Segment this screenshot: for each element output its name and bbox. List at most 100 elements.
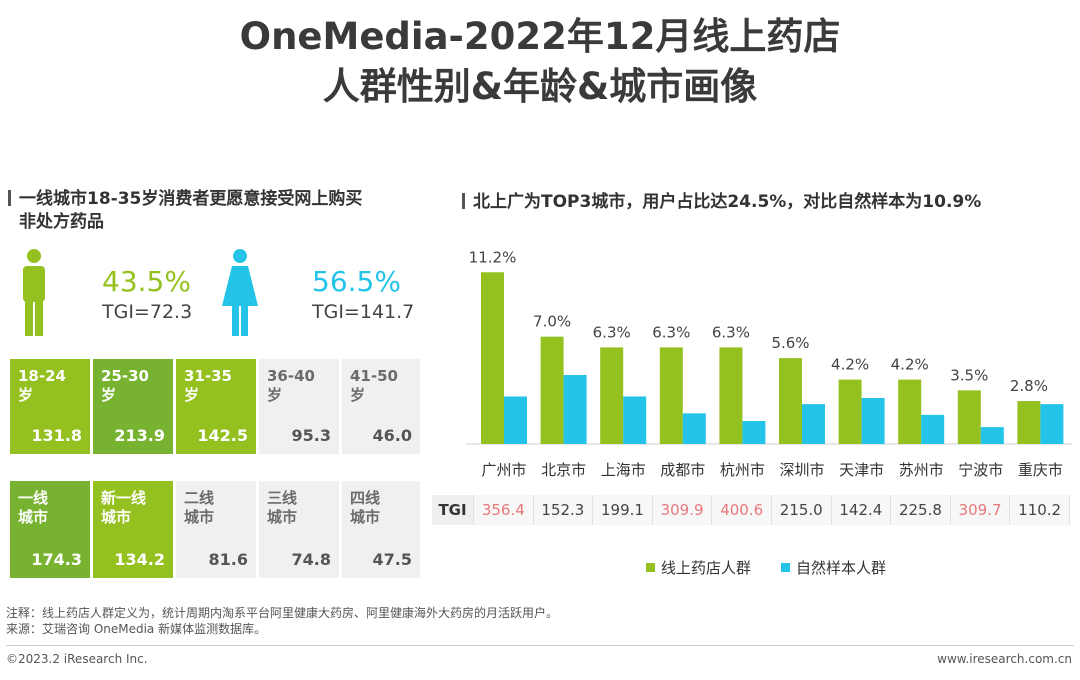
bar-online <box>838 379 862 444</box>
tgi-cell: 152.3 <box>533 495 594 525</box>
bar-natural <box>563 375 587 444</box>
tgi-cell: 356.4 <box>474 495 534 525</box>
city-tier-label: 一线城市 <box>18 489 49 526</box>
x-tick-label: 北京市 <box>541 461 586 479</box>
x-tick-label: 苏州市 <box>899 461 944 479</box>
x-tick-label: 重庆市 <box>1018 461 1063 479</box>
city-tier-label: 二线城市 <box>184 489 215 526</box>
city-tier-cell: 一线城市 174.3 <box>10 481 90 578</box>
bar-natural <box>980 427 1004 444</box>
tgi-cell: 225.8 <box>891 495 951 525</box>
age-cell: 31-35岁 142.5 <box>176 359 256 454</box>
legend-swatch-online <box>646 563 655 572</box>
bar-natural <box>742 421 766 444</box>
data-label: 4.2% <box>831 356 869 374</box>
bar-natural <box>682 413 706 444</box>
city-tier-tgi-value: 47.5 <box>372 550 412 569</box>
city-tier-cell: 二线城市 81.6 <box>176 481 256 578</box>
left-section-title-line1: 一线城市18-35岁消费者更愿意接受网上购买 <box>19 189 363 209</box>
bar-online <box>719 347 743 444</box>
age-tgi-value: 95.3 <box>291 426 331 445</box>
bar-online <box>659 347 683 444</box>
female-percentage: 56.5% <box>312 265 401 298</box>
age-cell: 25-30岁 213.9 <box>93 359 173 454</box>
age-cell: 36-40岁 95.3 <box>259 359 339 454</box>
x-tick-label: 上海市 <box>601 461 646 479</box>
bar-natural <box>921 414 945 444</box>
city-tier-tgi-value: 81.6 <box>208 550 248 569</box>
note-text: 注释：线上药店人群定义为，统计周期内淘系平台阿里健康大药房、阿里健康海外大药房的… <box>6 606 559 620</box>
legend-label-natural: 自然样本人群 <box>796 559 887 577</box>
male-percentage: 43.5% <box>102 265 191 298</box>
female-icon <box>222 249 258 336</box>
page-title-line2: 人群性别&年龄&城市画像 <box>322 65 758 108</box>
bar-online <box>600 347 624 444</box>
male-tgi: TGI=72.3 <box>102 301 193 323</box>
age-tgi-value: 142.5 <box>197 426 248 445</box>
tgi-cell: 400.6 <box>712 495 772 525</box>
bar-natural <box>802 404 825 444</box>
tgi-cell: 199.1 <box>593 495 653 525</box>
age-label: 36-40岁 <box>267 367 315 404</box>
female-tgi: TGI=141.7 <box>312 301 415 323</box>
data-label: 6.3% <box>712 323 750 341</box>
bar-online <box>481 272 504 444</box>
data-label: 6.3% <box>593 323 631 341</box>
x-tick-label: 深圳市 <box>779 461 824 479</box>
bar-natural <box>1040 404 1064 444</box>
tgi-cell: 215.0 <box>771 495 832 525</box>
data-label: 7.0% <box>533 313 571 331</box>
x-tick-label: 成都市 <box>660 461 705 479</box>
city-tier-label: 三线城市 <box>267 489 298 526</box>
bar-online <box>898 379 922 444</box>
page-title-line1: OneMedia-2022年12月线上药店 <box>239 15 841 58</box>
city-tier-cell: 新一线城市 134.2 <box>93 481 173 578</box>
tgi-cell: 309.7 <box>950 495 1011 525</box>
data-label: 6.3% <box>652 323 690 341</box>
age-label: 25-30岁 <box>101 367 149 404</box>
right-section-title: 北上广为TOP3城市，用户占比达24.5%，对比自然样本为10.9% <box>462 191 981 214</box>
city-tier-cell: 四线城市 47.5 <box>342 481 420 578</box>
x-tick-label: 宁波市 <box>958 461 1003 479</box>
city-tier-cell: 三线城市 74.8 <box>259 481 339 578</box>
age-label: 41-50岁 <box>350 367 398 404</box>
legend-item-online: 线上药店人群 <box>646 558 751 578</box>
city-bar-chart: 11.2% 广州市 7.0% 北京市 6.3% 上海市 6.3% 成都市 6.3% 杭州市 5.6%… <box>466 248 1072 479</box>
age-tgi-value: 131.8 <box>31 426 82 445</box>
legend-swatch-natural <box>781 563 790 572</box>
tgi-cell: 142.4 <box>831 495 892 525</box>
bar-natural <box>623 396 647 444</box>
age-tgi-value: 213.9 <box>114 426 165 445</box>
data-label: 11.2% <box>469 248 517 266</box>
right-section-title-text: 北上广为TOP3城市，用户占比达24.5%，对比自然样本为10.9% <box>473 192 982 212</box>
footer-website: www.iresearch.com.cn <box>937 652 1072 666</box>
bar-online <box>957 390 981 444</box>
tgi-table-row: TGI 356.4 152.3 199.1 309.9 400.6 215.0 … <box>432 495 1070 525</box>
age-tgi-value: 46.0 <box>372 426 412 445</box>
x-tick-label: 天津市 <box>839 461 884 479</box>
data-label: 4.2% <box>891 356 929 374</box>
tgi-cell: 309.9 <box>652 495 713 525</box>
tgi-header: TGI <box>432 495 474 525</box>
male-icon <box>23 249 45 336</box>
legend-label-online: 线上药店人群 <box>661 559 752 577</box>
footer-copyright: ©2023.2 iResearch Inc. <box>6 652 148 666</box>
legend-item-natural: 自然样本人群 <box>781 558 886 578</box>
bar-online <box>1017 401 1041 444</box>
bar-natural <box>861 398 885 444</box>
source-text: 来源：艾瑞咨询 OneMedia 新媒体监测数据库。 <box>6 622 267 636</box>
x-tick-label: 杭州市 <box>720 461 765 479</box>
city-tier-tgi-value: 174.3 <box>31 550 82 569</box>
bar-natural <box>504 396 527 444</box>
section-marker <box>8 190 11 206</box>
bar-online <box>540 336 564 444</box>
tgi-cell: 110.2 <box>1010 495 1070 525</box>
city-tier-tgi-value: 74.8 <box>291 550 331 569</box>
age-cell: 41-50岁 46.0 <box>342 359 420 454</box>
city-tier-label: 新一线城市 <box>101 489 147 526</box>
city-tier-tgi-value: 134.2 <box>114 550 165 569</box>
data-label: 2.8% <box>1010 377 1048 395</box>
bar-online <box>779 358 802 444</box>
left-section-title: 一线城市18-35岁消费者更愿意接受网上购买 非处方药品 <box>8 188 362 234</box>
footer-divider <box>6 645 1074 646</box>
